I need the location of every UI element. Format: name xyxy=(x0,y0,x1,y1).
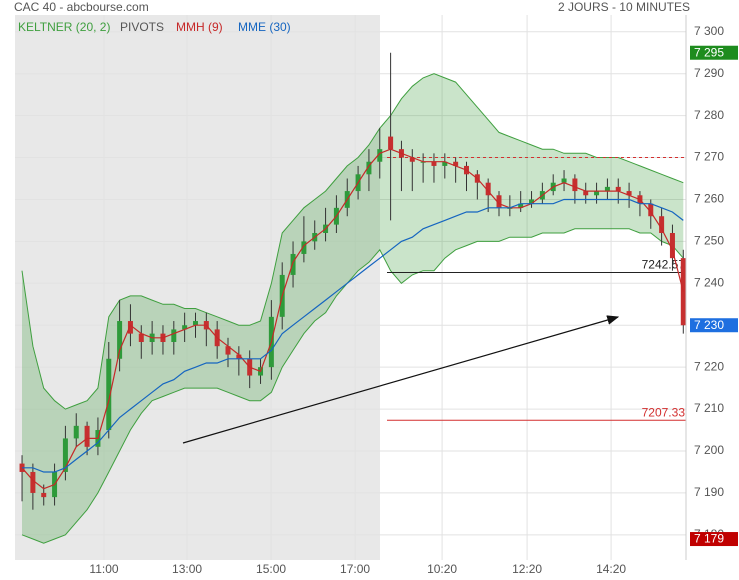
candle-body xyxy=(442,161,448,166)
candle-body xyxy=(30,471,36,493)
y-tick-label: 7 300 xyxy=(694,24,724,38)
candle-body xyxy=(496,195,502,208)
y-tick-label: 7 290 xyxy=(694,66,724,80)
y-tick-label: 7 200 xyxy=(694,443,724,457)
candle-body xyxy=(648,203,654,217)
candle-body xyxy=(431,161,437,166)
price-tag-label: 7 295 xyxy=(694,45,724,59)
candle-body xyxy=(659,216,665,233)
candle-body xyxy=(377,149,383,162)
x-tick-label: 15:00 xyxy=(256,562,286,576)
x-tick-label: 12:20 xyxy=(512,562,542,576)
y-tick-label: 7 270 xyxy=(694,150,724,164)
candle-body xyxy=(572,178,578,192)
price-tag-label: 7 230 xyxy=(694,318,724,332)
candle-body xyxy=(127,321,133,334)
candle-body xyxy=(182,325,188,330)
x-tick-label: 13:00 xyxy=(172,562,202,576)
x-tick-label: 11:00 xyxy=(89,562,118,576)
candle-body xyxy=(62,438,68,472)
previous-session-shade xyxy=(15,15,380,560)
x-tick-label: 14:20 xyxy=(596,562,626,576)
candle-body xyxy=(171,329,177,342)
candle-body xyxy=(388,136,394,150)
x-tick-label: 17:00 xyxy=(340,562,370,576)
candle-body xyxy=(561,178,567,183)
price-tag xyxy=(690,532,738,547)
candle-body xyxy=(117,321,123,359)
chart-title: CAC 40 - abcbourse.com xyxy=(14,0,149,14)
legend-pivots: PIVOTS xyxy=(120,20,164,34)
candle-body xyxy=(615,186,621,192)
y-tick-label: 7 220 xyxy=(694,359,724,373)
y-tick-label: 7 210 xyxy=(694,401,724,415)
y-tick-label: 7 280 xyxy=(694,108,724,122)
pivot-label: 7242.57 xyxy=(642,258,686,272)
y-tick-label: 7 190 xyxy=(694,485,724,499)
x-tick-label: 10:20 xyxy=(427,562,457,576)
price-tag xyxy=(690,45,738,60)
candle-body xyxy=(518,203,524,208)
legend-keltner: KELTNER (20, 2) xyxy=(18,20,110,34)
keltner-lower xyxy=(21,228,684,544)
price-tag-label: 7 179 xyxy=(694,532,724,546)
legend-mmh: MMH (9) xyxy=(176,20,223,34)
candle-body xyxy=(669,233,675,259)
trend-arrow xyxy=(182,315,620,444)
candle-body xyxy=(529,199,535,204)
candle-body xyxy=(73,425,79,439)
candle-body xyxy=(225,346,231,355)
moving-average-line xyxy=(21,148,684,490)
candle-body xyxy=(138,333,144,342)
candle-body xyxy=(290,253,296,275)
y-tick-label: 7 240 xyxy=(694,275,724,289)
chart-subtitle: 2 JOURS - 10 MINUTES xyxy=(558,0,690,14)
candle-body xyxy=(604,186,610,192)
candle-body xyxy=(366,161,372,175)
candle-body xyxy=(409,157,415,162)
candle-body xyxy=(301,241,307,254)
price-tag xyxy=(690,318,738,333)
candle-body xyxy=(594,191,600,196)
candle-body xyxy=(453,161,459,166)
candle-body xyxy=(41,492,47,498)
keltner-fill xyxy=(22,73,684,544)
candle-body xyxy=(192,321,198,326)
candle-body xyxy=(106,358,112,431)
pivot-label: 7207.33 xyxy=(642,405,686,419)
keltner-upper xyxy=(21,73,684,410)
candle-body xyxy=(84,425,90,447)
y-tick-label: 7 250 xyxy=(694,234,724,248)
candle-body xyxy=(485,182,491,196)
candle-body xyxy=(626,191,632,196)
legend-mme: MME (30) xyxy=(238,20,291,34)
candle-body xyxy=(583,191,589,196)
moving-average-line xyxy=(22,198,684,473)
y-tick-label: 7 260 xyxy=(694,192,724,206)
candle-body xyxy=(236,354,242,359)
